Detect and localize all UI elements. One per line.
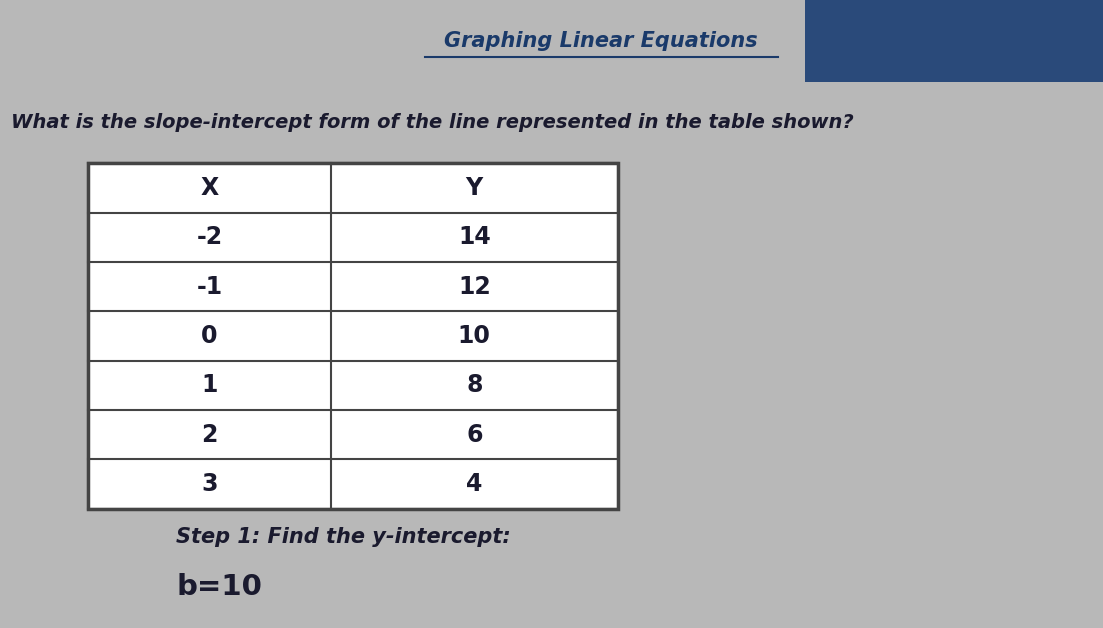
Text: -1: -1 xyxy=(196,274,223,299)
Text: Graphing Linear Equations: Graphing Linear Equations xyxy=(445,31,758,51)
Text: b=10: b=10 xyxy=(176,573,263,601)
Text: 2: 2 xyxy=(202,423,217,447)
Text: 10: 10 xyxy=(458,324,491,348)
Text: 1: 1 xyxy=(202,373,217,398)
Text: X: X xyxy=(201,176,218,200)
Text: 3: 3 xyxy=(202,472,217,496)
Text: 6: 6 xyxy=(467,423,482,447)
Text: Y: Y xyxy=(465,176,483,200)
Text: Step 1: Find the y-intercept:: Step 1: Find the y-intercept: xyxy=(176,527,511,547)
Text: 12: 12 xyxy=(458,274,491,299)
Bar xyxy=(88,163,618,509)
Text: What is the slope-intercept form of the line represented in the table shown?: What is the slope-intercept form of the … xyxy=(11,113,854,132)
Text: -2: -2 xyxy=(196,225,223,249)
Bar xyxy=(88,163,618,509)
Text: 14: 14 xyxy=(458,225,491,249)
Text: 0: 0 xyxy=(202,324,217,348)
Text: 8: 8 xyxy=(467,373,482,398)
Bar xyxy=(805,0,1103,82)
Text: 4: 4 xyxy=(467,472,482,496)
